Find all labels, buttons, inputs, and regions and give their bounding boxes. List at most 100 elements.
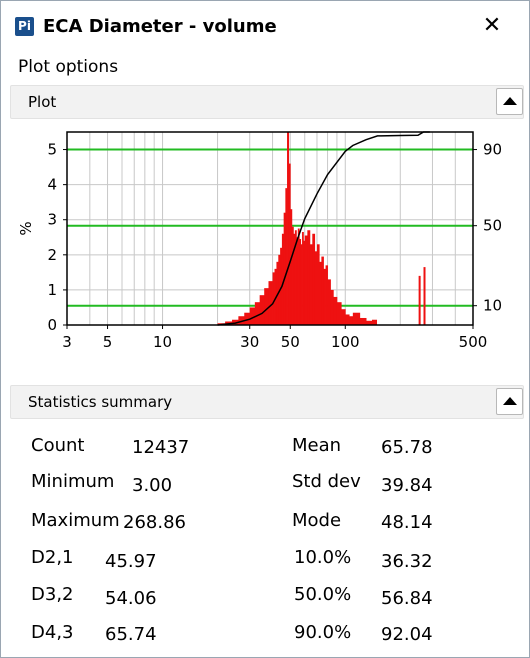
histogram-bar (321, 256, 324, 325)
collapse-up-icon (503, 97, 517, 105)
histogram-bar (304, 235, 308, 325)
stat-label-d43: D4,3 (31, 622, 74, 643)
close-button[interactable]: ✕ (482, 13, 502, 38)
stat-label-maximum: Maximum (31, 510, 120, 531)
y2-tick-label: 50 (483, 217, 502, 235)
histogram-bar (259, 295, 265, 325)
y-tick-label: 4 (47, 176, 57, 194)
histogram-bar (345, 314, 350, 325)
plot-collapse-button[interactable] (496, 88, 523, 115)
histogram-bar (294, 230, 297, 325)
stat-label-p90: 90.0% (294, 622, 352, 643)
stat-value-mean: 65.78 (381, 437, 433, 458)
stat-label-mode: Mode (292, 510, 342, 531)
stat-label-std-dev: Std dev (292, 471, 361, 492)
histogram-bar (285, 188, 288, 325)
stat-value-p10: 36.32 (381, 551, 433, 572)
histogram-bar (249, 307, 256, 325)
app-icon: Pi (15, 17, 34, 36)
axis-ticks: 3 5 10 30 50 100 500 0 1 2 3 4 5 10 50 90 (47, 141, 502, 351)
plot-section-header[interactable]: Plot (10, 85, 524, 119)
histogram-bar (297, 228, 300, 325)
stat-value-p50: 56.84 (381, 588, 433, 609)
stat-label-p10: 10.0% (294, 547, 352, 568)
histogram-bar (290, 209, 293, 325)
stat-value-count: 12437 (132, 437, 190, 458)
stat-label-minimum: Minimum (31, 471, 115, 492)
stat-value-std-dev: 39.84 (381, 475, 433, 496)
histogram-bar (281, 233, 285, 325)
histogram-bar (312, 233, 316, 325)
statistics-section-label: Statistics summary (28, 393, 173, 411)
histogram-bar (314, 251, 318, 325)
histogram-bar (325, 265, 328, 325)
y-tick-label: 1 (47, 281, 57, 299)
histogram-bar (366, 320, 373, 325)
y2-tick-label: 10 (483, 297, 502, 315)
y2-tick-label: 90 (483, 141, 502, 159)
histogram-bar (291, 226, 294, 325)
x-tick-label: 10 (153, 333, 172, 351)
y-axis-label: % (17, 221, 35, 235)
histogram-bar (296, 237, 299, 325)
histogram-bar (336, 302, 342, 325)
histogram-bar (349, 316, 354, 325)
histogram-bar (238, 316, 245, 325)
histogram-bar (352, 312, 361, 325)
title-bar[interactable]: Pi ECA Diameter - volume ✕ (1, 1, 529, 51)
plot-frame (66, 131, 474, 326)
histogram-bar (333, 296, 338, 325)
stat-value-d43: 65.74 (105, 624, 157, 645)
histogram-bar (341, 309, 346, 325)
histogram-bar (371, 319, 378, 325)
x-tick-label: 30 (240, 333, 259, 351)
histogram-bar (316, 244, 320, 325)
histogram-bar (283, 212, 286, 325)
statistics-collapse-button[interactable] (496, 388, 523, 415)
statistics-section-header[interactable]: Statistics summary (10, 385, 524, 419)
histogram-bar (323, 268, 326, 325)
stat-value-d32: 54.06 (105, 588, 157, 609)
histogram-bar (300, 244, 303, 325)
stat-value-mode: 48.14 (381, 512, 433, 533)
collapse-up-icon (503, 397, 517, 405)
histogram-bar (288, 163, 291, 325)
x-tick-label: 500 (459, 333, 488, 351)
size-distribution-chart: 3 5 10 30 50 100 500 0 1 2 3 4 5 10 50 90 % (17, 131, 502, 351)
histogram-bar (264, 288, 269, 325)
x-tick-label: 100 (331, 333, 360, 351)
plot-section-label: Plot (28, 93, 57, 111)
y-tick-label: 3 (47, 211, 57, 229)
histogram-bar (303, 240, 306, 325)
histogram-bar (244, 312, 251, 325)
stat-value-minimum: 3.00 (132, 475, 173, 496)
histogram-bar (272, 272, 275, 325)
stat-label-p50: 50.0% (294, 584, 352, 605)
histogram-bar (299, 239, 302, 325)
window-title: ECA Diameter - volume (43, 16, 277, 37)
histogram-bar-outlier (423, 267, 426, 325)
cumulative-line (217, 131, 430, 326)
y-tick-label: 5 (47, 141, 57, 159)
x-tick-label: 3 (62, 333, 72, 351)
histogram-bar (254, 302, 261, 325)
x-tick-label: 5 (103, 333, 113, 351)
histogram-bar-outlier (418, 275, 421, 325)
histogram-bar (309, 244, 313, 325)
stat-value-d21: 45.97 (105, 551, 157, 572)
cumulative-curve (217, 131, 430, 326)
histogram-bar (359, 317, 367, 325)
stat-label-mean: Mean (292, 435, 342, 456)
stat-label-count: Count (31, 435, 85, 456)
histogram-bar (302, 232, 304, 325)
y-tick-label: 2 (47, 246, 57, 264)
histogram-bar (307, 230, 311, 325)
stat-label-d21: D2,1 (31, 547, 74, 568)
plot-options-label: Plot options (18, 57, 119, 77)
stat-value-p90: 92.04 (381, 624, 433, 645)
histogram-bar (327, 279, 331, 325)
histogram-bar (330, 289, 334, 325)
histogram-bar (287, 132, 290, 325)
histogram-bar (319, 261, 322, 325)
histogram-bar (293, 233, 296, 325)
